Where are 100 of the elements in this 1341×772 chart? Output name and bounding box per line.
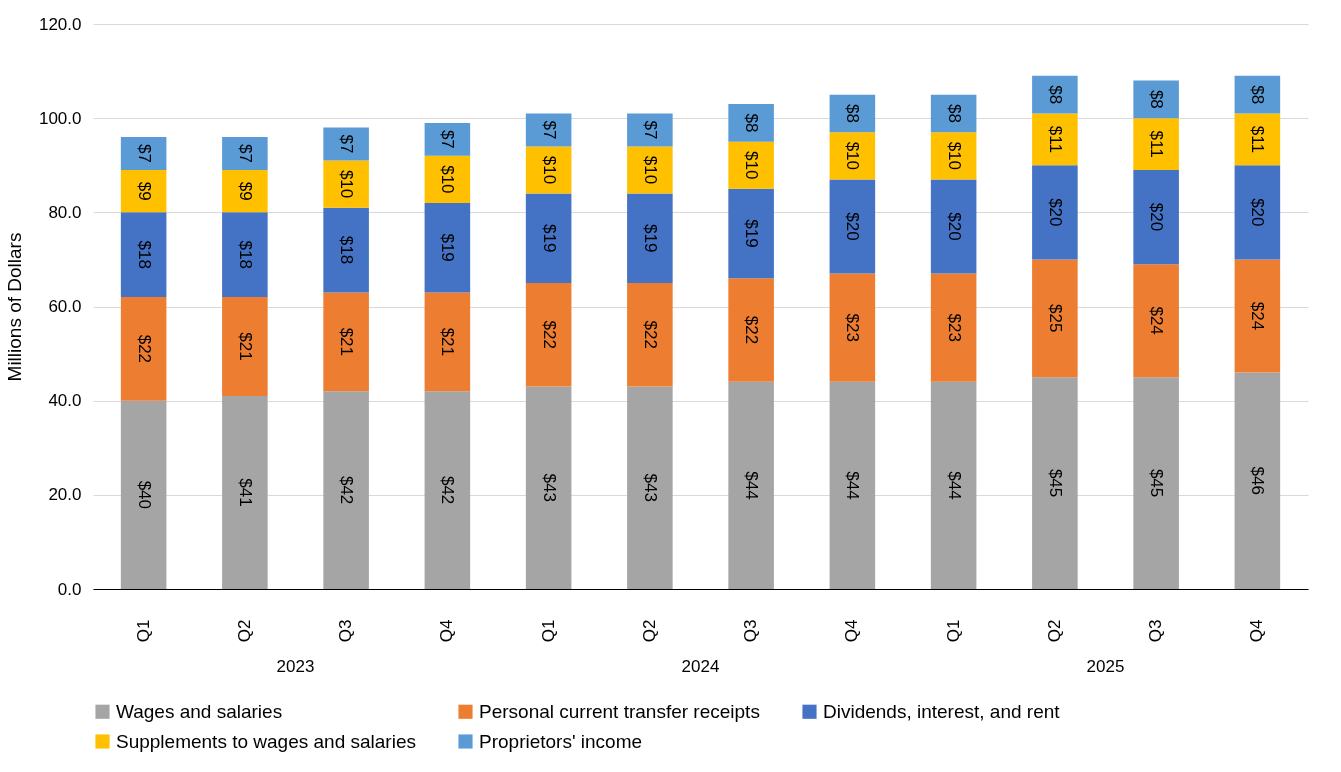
data-label: $8 [944,104,964,123]
data-label: $7 [640,120,660,140]
data-label: $21 [337,327,357,356]
data-label: $44 [742,471,762,500]
y-tick-label: 120.0 [38,14,82,34]
data-label: $19 [539,224,559,253]
bar [424,122,471,156]
bar [1234,113,1281,166]
bar [120,212,167,298]
bar [728,278,774,382]
data-label: $10 [438,165,458,194]
data-label: $44 [843,471,863,500]
data-label: $20 [1147,202,1167,232]
data-label: $18 [235,240,255,269]
bar [323,391,369,589]
data-label: $8 [1147,89,1167,109]
bar [1234,372,1281,589]
data-label: $21 [235,332,255,361]
data-label: $22 [134,334,154,364]
bar [323,292,369,392]
legend-label: Wages and salaries [116,700,283,722]
bar [829,179,876,274]
bar [1133,118,1179,170]
data-label: $7 [438,129,458,149]
bar [120,137,167,170]
text: 2025 [1086,657,1125,676]
bar [525,146,572,194]
bar [1032,377,1078,589]
bar [222,212,268,298]
y-tick-label: 80.0 [48,202,82,222]
legend-label: Proprietors' income [479,730,643,752]
data-label: $18 [134,240,154,269]
data-label: $10 [944,141,964,171]
bar [222,297,268,396]
x-tick-label: Q1 [943,619,963,643]
data-label: $11 [1045,125,1065,153]
bar [829,273,876,382]
bar [930,132,977,180]
bar [829,132,876,180]
x-tick-label: Q4 [842,619,862,643]
bar [120,400,167,589]
data-label: $23 [843,313,863,342]
data-label: $24 [1147,306,1167,335]
bar [222,137,268,170]
data-label: $20 [944,212,964,241]
data-label: $8 [1248,85,1268,105]
data-label: $22 [742,315,762,345]
y-tick-label: 0.0 [57,579,82,599]
x-tick-label: Q4 [437,619,457,643]
legend-label: Supplements to wages and salaries [116,730,416,752]
data-label: $11 [1147,130,1167,158]
bar [525,386,572,589]
bar [424,391,471,589]
bar [525,282,572,387]
data-label: $10 [640,155,660,185]
data-label: $23 [944,313,964,342]
bar [627,146,673,194]
bar [829,381,876,589]
bar [627,113,673,147]
y-tick-label: 60.0 [48,297,82,316]
bar [728,141,774,189]
bar [1032,165,1078,260]
bar [222,395,268,589]
bar [930,273,977,382]
data-label: $42 [337,475,357,505]
data-label: $22 [539,320,559,349]
data-label: $42 [438,475,458,505]
y-tick-label: 20.0 [48,485,82,505]
data-label: $43 [539,473,559,502]
data-label: $43 [640,473,660,502]
bar [1234,259,1281,373]
x-tick-label: Q1 [133,619,153,643]
data-label: $7 [134,144,154,163]
data-label: $10 [337,169,357,199]
data-label: $10 [539,155,559,185]
data-label: $20 [843,212,863,241]
data-label: $7 [235,144,255,163]
bar [627,282,673,387]
bar [1133,264,1179,378]
y-tick-label: 40.0 [48,391,82,411]
data-label: $10 [742,151,762,180]
data-label: $21 [438,327,458,356]
bar [120,169,167,213]
x-tick-label: Q2 [1044,619,1064,643]
x-tick-label: Q1 [538,619,558,643]
x-tick-label: Q3 [741,619,761,643]
bar [627,193,673,283]
bar [424,202,471,293]
bar [728,381,774,589]
data-label: $19 [742,219,762,248]
legend-label: Personal current transfer receipts [479,700,760,722]
data-label: $45 [1045,468,1065,498]
bar [930,381,977,589]
data-label: $22 [640,320,660,349]
bar [525,113,572,147]
y-axis-title: Millions of Dollars [3,232,25,382]
data-label: $46 [1248,466,1268,495]
text: 2023 [276,657,315,676]
y-tick-label: 100.0 [38,108,82,128]
bar [1133,377,1179,589]
